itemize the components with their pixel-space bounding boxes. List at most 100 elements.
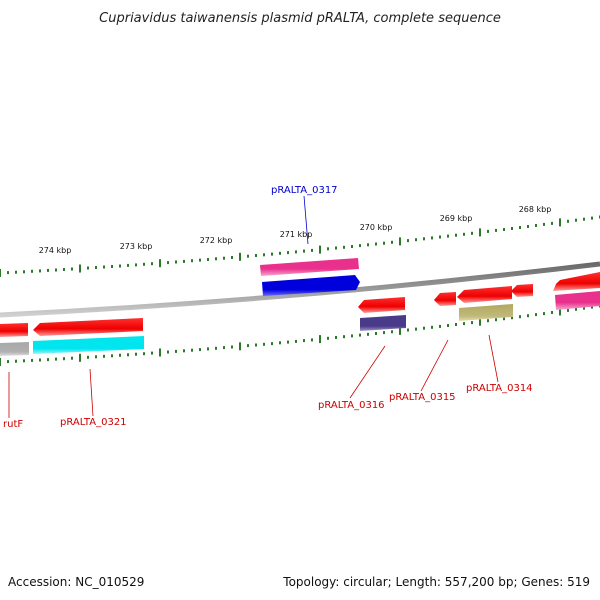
leader-pRALTA-0317 bbox=[303, 195, 309, 245]
outer-major-tick bbox=[0, 269, 1, 277]
outer-minor-tick bbox=[55, 268, 57, 272]
inner-major-tick bbox=[559, 307, 561, 316]
outer-minor-tick bbox=[471, 231, 473, 235]
gene-pRALTA-0316[interactable] bbox=[358, 297, 405, 313]
inner-minor-tick bbox=[31, 358, 33, 362]
inner-minor-tick bbox=[175, 349, 177, 353]
inner-minor-tick bbox=[375, 332, 377, 335]
cds-pRALTA-0316[interactable] bbox=[360, 315, 406, 331]
cds-pRALTA-0314[interactable] bbox=[459, 304, 513, 321]
leader-pRALTA-0316 bbox=[349, 345, 386, 399]
outer-minor-tick bbox=[383, 241, 385, 245]
inner-minor-tick bbox=[423, 326, 425, 330]
cds-pRALTA-0321[interactable] bbox=[33, 336, 144, 354]
outer-minor-tick bbox=[295, 250, 297, 254]
inner-minor-tick bbox=[527, 314, 529, 318]
cds-rutF[interactable] bbox=[0, 342, 29, 356]
outer-minor-tick bbox=[455, 233, 457, 237]
outer-minor-tick bbox=[127, 263, 129, 267]
outer-minor-tick bbox=[71, 267, 73, 271]
outer-minor-tick bbox=[39, 269, 41, 273]
outer-minor-tick bbox=[439, 235, 441, 239]
inner-major-tick bbox=[399, 326, 401, 335]
summary-text: Topology: circular; Length: 557,200 bp; … bbox=[282, 575, 590, 589]
gene-pRALTA-0314-b[interactable] bbox=[511, 284, 533, 297]
outer-minor-tick bbox=[135, 263, 137, 267]
inner-minor-tick bbox=[151, 351, 153, 355]
gene-pRALTA-0314-a[interactable] bbox=[457, 286, 512, 303]
inner-minor-tick bbox=[271, 342, 273, 346]
outer-minor-tick bbox=[199, 258, 201, 262]
inner-minor-tick bbox=[255, 343, 257, 347]
gene-pRALTA-0321[interactable] bbox=[33, 318, 143, 336]
inner-minor-tick bbox=[15, 359, 17, 363]
outer-minor-tick bbox=[151, 262, 153, 266]
inner-major-tick bbox=[159, 348, 161, 357]
map-title: Cupriavidus taiwanensis plasmid pRALTA, … bbox=[99, 11, 501, 26]
inner-minor-tick bbox=[287, 340, 289, 344]
cds-pRALTA-0317[interactable] bbox=[262, 275, 360, 296]
label-pRALTA-0315[interactable]: pRALTA_0315 bbox=[389, 392, 456, 403]
outer-minor-tick bbox=[575, 218, 577, 222]
inner-minor-tick bbox=[23, 359, 25, 363]
outer-major-tick bbox=[239, 252, 241, 261]
outer-minor-tick bbox=[519, 226, 521, 229]
inner-minor-tick bbox=[583, 306, 585, 310]
inner-minor-tick bbox=[167, 350, 169, 354]
outer-minor-tick bbox=[391, 240, 393, 244]
label-rutF[interactable]: rutF bbox=[3, 419, 23, 430]
inner-minor-tick bbox=[87, 355, 89, 359]
inner-minor-tick bbox=[199, 348, 201, 352]
inner-minor-tick bbox=[247, 344, 249, 348]
outer-major-tick bbox=[479, 228, 481, 237]
inner-minor-tick bbox=[63, 357, 65, 361]
inner-major-tick bbox=[479, 317, 481, 326]
gene-right-red[interactable] bbox=[553, 272, 600, 291]
label-pRALTA-0321[interactable]: pRALTA_0321 bbox=[60, 417, 127, 428]
gene-pRALTA-0317-upper[interactable] bbox=[260, 258, 359, 276]
outer-minor-tick bbox=[95, 266, 97, 269]
inner-minor-tick bbox=[127, 353, 129, 357]
inner-minor-tick bbox=[575, 307, 577, 311]
outer-minor-tick bbox=[447, 234, 449, 238]
outer-minor-tick bbox=[511, 227, 513, 230]
cds-right-pink[interactable] bbox=[555, 291, 600, 310]
outer-minor-tick bbox=[543, 222, 545, 226]
inner-minor-tick bbox=[455, 323, 457, 326]
inner-minor-tick bbox=[135, 352, 137, 356]
outer-minor-tick bbox=[103, 265, 105, 269]
outer-minor-tick bbox=[423, 237, 425, 241]
leader-pRALTA-0314 bbox=[488, 334, 499, 383]
tick-label-272: 272 kbp bbox=[200, 236, 233, 245]
inner-minor-tick bbox=[543, 312, 545, 316]
gene-pRALTA-0315[interactable] bbox=[434, 292, 456, 306]
outer-minor-tick bbox=[287, 251, 289, 255]
inner-minor-tick bbox=[335, 336, 337, 339]
outer-minor-tick bbox=[247, 254, 249, 258]
outer-minor-tick bbox=[335, 246, 337, 250]
outer-minor-tick bbox=[47, 268, 49, 272]
label-pRALTA-0316[interactable]: pRALTA_0316 bbox=[318, 400, 385, 411]
inner-minor-tick bbox=[367, 332, 369, 336]
gene-rutF[interactable] bbox=[0, 323, 28, 337]
inner-major-tick bbox=[79, 353, 81, 362]
outer-major-tick bbox=[399, 237, 401, 246]
outer-minor-tick bbox=[279, 251, 281, 255]
inner-minor-tick bbox=[311, 338, 313, 342]
outer-minor-tick bbox=[303, 249, 305, 253]
inner-minor-tick bbox=[263, 342, 265, 346]
inner-major-tick bbox=[0, 358, 1, 366]
inner-minor-tick bbox=[591, 305, 593, 309]
outer-minor-tick bbox=[207, 258, 209, 261]
outer-minor-tick bbox=[527, 225, 529, 228]
inner-minor-tick bbox=[103, 354, 105, 358]
label-pRALTA-0317[interactable]: pRALTA_0317 bbox=[271, 185, 338, 196]
label-pRALTA-0314[interactable]: pRALTA_0314 bbox=[466, 383, 533, 394]
inner-minor-tick bbox=[7, 360, 9, 364]
inner-minor-tick bbox=[343, 335, 345, 339]
outer-minor-tick bbox=[23, 270, 25, 274]
tick-label-269: 269 kbp bbox=[440, 214, 473, 223]
inner-minor-tick bbox=[407, 328, 409, 332]
inner-minor-tick bbox=[223, 346, 225, 350]
outer-minor-tick bbox=[503, 228, 505, 231]
